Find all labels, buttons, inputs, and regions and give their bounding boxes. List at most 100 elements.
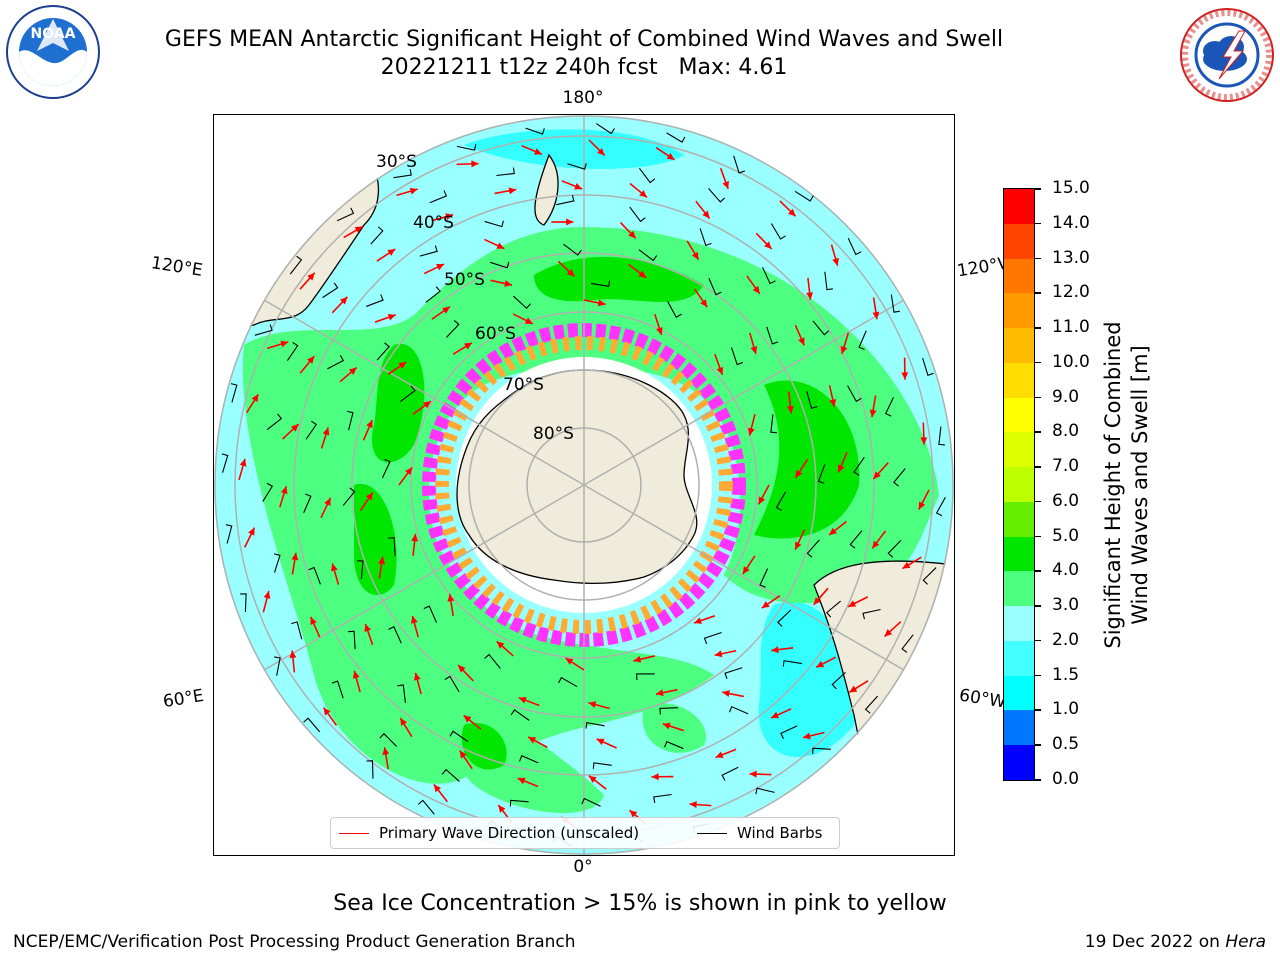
colorbar-label: Significant Height of Combined Wind Wave… [1100,275,1154,695]
wind-barb [733,155,745,174]
colorbar [1003,188,1035,781]
wave-arrow-head [339,296,348,305]
wind-barb [376,342,390,361]
lat-label-30s: 30°S [376,152,417,172]
wave-arrow-head [901,372,909,380]
wave-arrow-head [702,210,710,219]
wind-barb [721,766,739,781]
wave-arrow-head [518,696,527,704]
wave-arrow-head [387,313,396,321]
wind-barb [274,656,281,676]
wind-barb [370,226,384,245]
wave-arrow-head [596,738,605,746]
wind-barb [636,673,655,680]
lon-label-60e: 60°E [161,685,206,713]
wave-arrow-head [411,533,419,542]
wave-arrow-head [331,563,338,572]
wind-barb [512,295,531,310]
colorbar-tick-label: 6.0 [1052,490,1080,511]
colorbar-tick [1034,709,1041,711]
wind-barb [254,324,273,336]
wind-barb [755,787,775,795]
wind-barb [708,188,726,203]
wave-field-cyan [758,601,856,758]
legend-item-wave: Primary Wave Direction (unscaled) [339,824,639,842]
wave-field-green [372,343,425,463]
wind-barb [667,301,682,319]
chart-title: GEFS MEAN Antarctic Significant Height o… [164,27,1004,52]
wave-arrow-head [795,541,802,550]
legend-item-barbs: Wind Barbs [697,824,822,842]
colorbar-tick [1034,570,1041,572]
colorbar-segment [1004,675,1034,711]
wave-arrow-head [761,601,770,609]
wave-arrow-head [524,317,533,324]
wind-barb [327,355,345,370]
wind-barb [592,762,612,769]
wave-arrow-head [795,469,803,478]
wind-barb [775,491,787,511]
wave-arrow-head [829,527,837,535]
wind-barb [221,453,229,473]
wind-barb [336,207,355,222]
lat-label-80s: 80°S [533,424,574,444]
wave-arrow-head [849,685,858,693]
wind-barb [893,468,906,487]
colorbar-segment [1004,710,1034,746]
wave-arrow-head [771,711,780,719]
land-new-zealand [534,153,559,226]
wind-barb [388,537,396,556]
colorbar-tick-label: 1.5 [1052,664,1080,685]
colorbar-tick [1034,222,1041,225]
wave-arrow-head [873,471,881,480]
wave-arrow-head [400,717,408,726]
wind-barb [759,568,769,588]
wave-arrow-head [239,458,247,467]
wave-arrow-head [655,689,664,697]
lon-label-120e: 120°E [149,253,204,281]
wind-barb [853,456,865,476]
wind-barb [342,487,356,506]
wave-arrow-head [324,497,331,506]
wind-barb [585,721,605,729]
wave-arrow-head [498,804,506,813]
colorbar-tick-label: 12.0 [1052,282,1090,303]
wave-arrow-head [837,464,845,473]
colorbar-tick-label: 1.0 [1052,699,1080,720]
footer-date: 19 Dec 2022 on Hera [1085,932,1266,952]
colorbar-label-line2: Wind Waves and Swell [m] [1128,345,1152,625]
wave-arrow-head [848,600,857,607]
colorbar-tick [1034,188,1041,190]
wind-barb [303,717,321,733]
wave-arrow-head [366,420,373,429]
wind-barb [509,799,529,807]
colorbar-segment [1004,223,1034,259]
wind-barb [425,286,441,303]
wave-arrow-head [771,646,779,654]
wind-barb [794,190,814,202]
wave-arrow-head [307,272,315,281]
wind-barb [556,194,575,206]
wind-barb [291,621,303,640]
legend-red-line [339,833,369,834]
wind-barb [225,524,233,544]
wind-barb [922,567,937,585]
wave-arrow-head [459,750,467,759]
wind-barb [659,707,678,715]
map-canvas [214,115,954,855]
wave-arrow-head [566,218,574,226]
wind-barb [397,684,406,703]
colorbar-segment [1004,640,1034,676]
wave-arrow-head [517,777,526,785]
wind-barb [444,675,460,693]
wind-barb [782,660,802,667]
wave-arrow-head [323,707,331,716]
wave-arrow-head [749,770,757,778]
wind-barb [812,320,830,336]
lon-label-180: 180° [562,88,604,108]
wind-barb [703,631,722,645]
wave-arrow-head [716,366,724,375]
wind-barb [240,593,247,612]
wind-barb [456,144,477,151]
wind-barb [273,553,281,573]
